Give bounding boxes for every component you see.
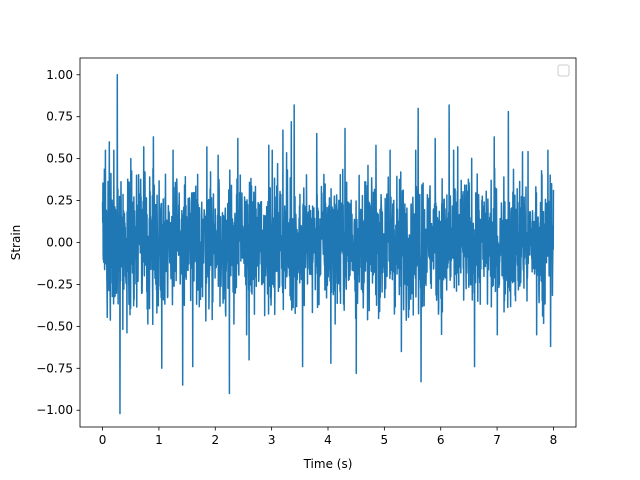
x-axis-ticks: 0 1 2 3 4 5 6 7 8 (99, 427, 558, 447)
y-tick-label: 0.00 (46, 236, 73, 250)
y-tick-label: 0.75 (46, 110, 73, 124)
strain-series-line (101, 74, 555, 415)
y-axis-label: Strain (9, 225, 23, 261)
x-tick-label: 6 (437, 433, 445, 447)
y-tick-label: 0.50 (46, 152, 73, 166)
x-tick-label: 5 (381, 433, 389, 447)
x-tick-label: 4 (324, 433, 332, 447)
y-tick-label: 1.00 (46, 68, 73, 82)
y-tick-label: −1.00 (36, 403, 73, 417)
x-tick-label: 7 (493, 433, 501, 447)
legend-box (557, 64, 570, 77)
y-tick-label: −0.75 (36, 361, 73, 375)
y-tick-label: −0.25 (36, 277, 73, 291)
x-tick-label: 2 (211, 433, 219, 447)
x-tick-label: 0 (99, 433, 107, 447)
x-tick-label: 8 (550, 433, 558, 447)
y-tick-label: 0.25 (46, 194, 73, 208)
x-tick-label: 3 (268, 433, 276, 447)
y-axis-ticks: −1.00 −0.75 −0.50 −0.25 0.00 0.25 0.50 0.75 1.00 (36, 68, 80, 417)
x-tick-label: 1 (155, 433, 163, 447)
x-axis-label: Time (s) (303, 457, 353, 471)
y-tick-label: −0.50 (36, 319, 73, 333)
